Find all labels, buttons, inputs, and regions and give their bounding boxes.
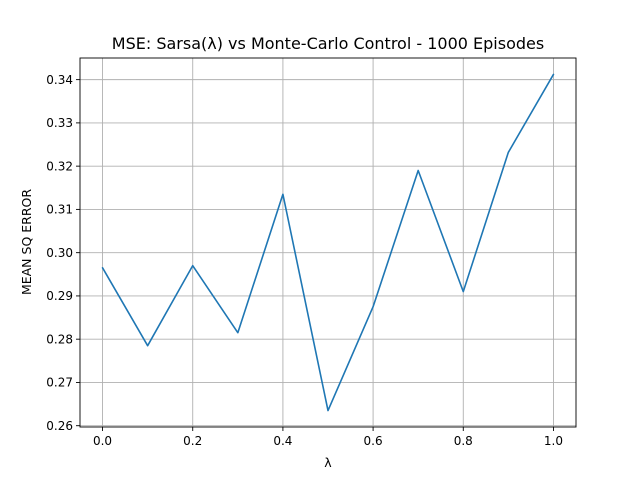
grid-lines xyxy=(80,58,576,427)
y-tick-label: 0.33 xyxy=(46,116,73,130)
y-tick-label: 0.30 xyxy=(46,246,73,260)
x-tick-label: 0.6 xyxy=(364,434,383,448)
y-tick-label: 0.32 xyxy=(46,159,73,173)
y-tick-label: 0.27 xyxy=(46,376,73,390)
y-axis: 0.26 0.27 0.28 0.29 0.30 0.31 0.32 0.33 0.34 xyxy=(46,73,80,433)
y-axis-label: MEAN SQ ERROR xyxy=(19,189,34,295)
x-tick-label: 1.0 xyxy=(544,434,563,448)
y-tick-label: 0.26 xyxy=(46,419,73,433)
x-tick-label: 0.0 xyxy=(93,434,112,448)
series-group xyxy=(101,73,555,412)
y-tick-label: 0.29 xyxy=(46,289,73,303)
x-tick-label: 0.4 xyxy=(273,434,292,448)
x-axis-label: λ xyxy=(324,455,332,470)
y-tick-label: 0.34 xyxy=(46,73,73,87)
chart-title: MSE: Sarsa(λ) vs Monte-Carlo Control - 1… xyxy=(112,34,544,53)
series-line xyxy=(101,73,555,412)
x-tick-label: 0.2 xyxy=(183,434,202,448)
y-tick-label: 0.31 xyxy=(46,203,73,217)
x-axis: 0.0 0.2 0.4 0.6 0.8 1.0 xyxy=(93,427,563,448)
plot-area-frame xyxy=(79,57,577,428)
x-tick-label: 0.8 xyxy=(454,434,473,448)
y-tick-label: 0.28 xyxy=(46,332,73,346)
